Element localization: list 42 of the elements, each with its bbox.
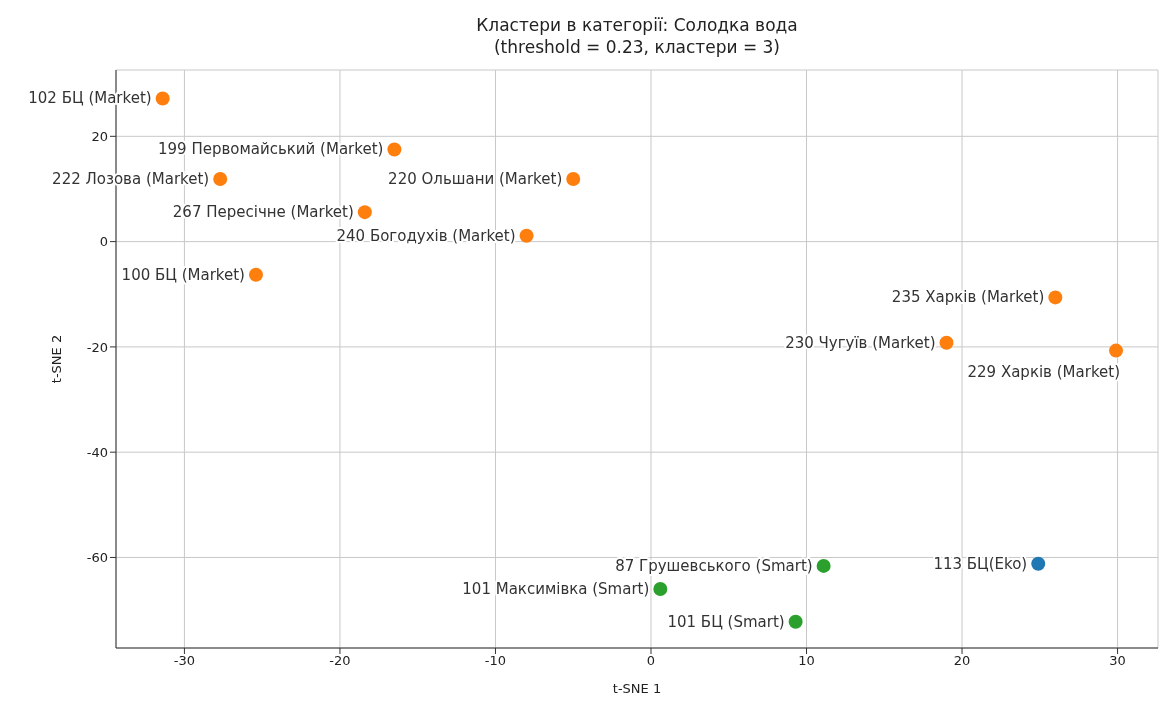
point [519,228,534,243]
y-tick-label: -60 [86,550,108,566]
annotation: 100 БЦ (Market) [121,265,245,284]
x-tick-label: 0 [646,653,656,669]
x-tick-label: -30 [173,653,196,669]
annotation: 220 Ольшани (Market) [388,169,563,188]
annotation: 101 БЦ (Smart) [667,612,785,631]
point [1109,343,1124,358]
x-tick-label: 30 [1109,653,1126,669]
chart-title: Кластери в категорії: Солодка вода [475,14,799,36]
annotation: 267 Пересічне (Market) [172,203,354,222]
point [248,267,263,282]
x-tick-label: -20 [329,653,351,669]
y-axis-title: t-SNE 2 [48,334,64,384]
annotation: 101 Максимівка (Smart) [462,580,650,599]
point [816,558,831,573]
point [213,171,228,186]
annotation: 87 Грушевського (Smart) [615,556,813,575]
annotation: 240 Богодухів (Market) [336,226,516,245]
chart-subtitle: (threshold = 0.23, кластери = 3) [493,36,781,58]
annotation: 235 Харків (Market) [891,288,1045,307]
point [387,142,402,157]
point [653,582,668,597]
annotation: 229 Харків (Market) [967,362,1121,381]
point [1031,556,1046,571]
y-tick-label: 0 [99,234,108,250]
point [939,335,954,350]
x-axis-title: t-SNE 1 [612,681,662,696]
annotation: 113 БЦ(Eko) [933,554,1028,573]
annotation: 230 Чугуїв (Market) [785,333,936,352]
x-tick-label: 20 [953,653,971,669]
annotation: 199 Первомайський (Market) [157,140,384,159]
point [788,614,803,629]
y-tick-label: -20 [86,339,108,355]
y-tick-label: -40 [86,444,108,460]
point [357,205,372,220]
point [566,171,581,186]
y-tick-label: 20 [91,128,108,144]
x-tick-label: 10 [798,653,815,669]
x-tick-label: -10 [484,653,507,669]
point [155,91,170,106]
point [1048,290,1063,305]
